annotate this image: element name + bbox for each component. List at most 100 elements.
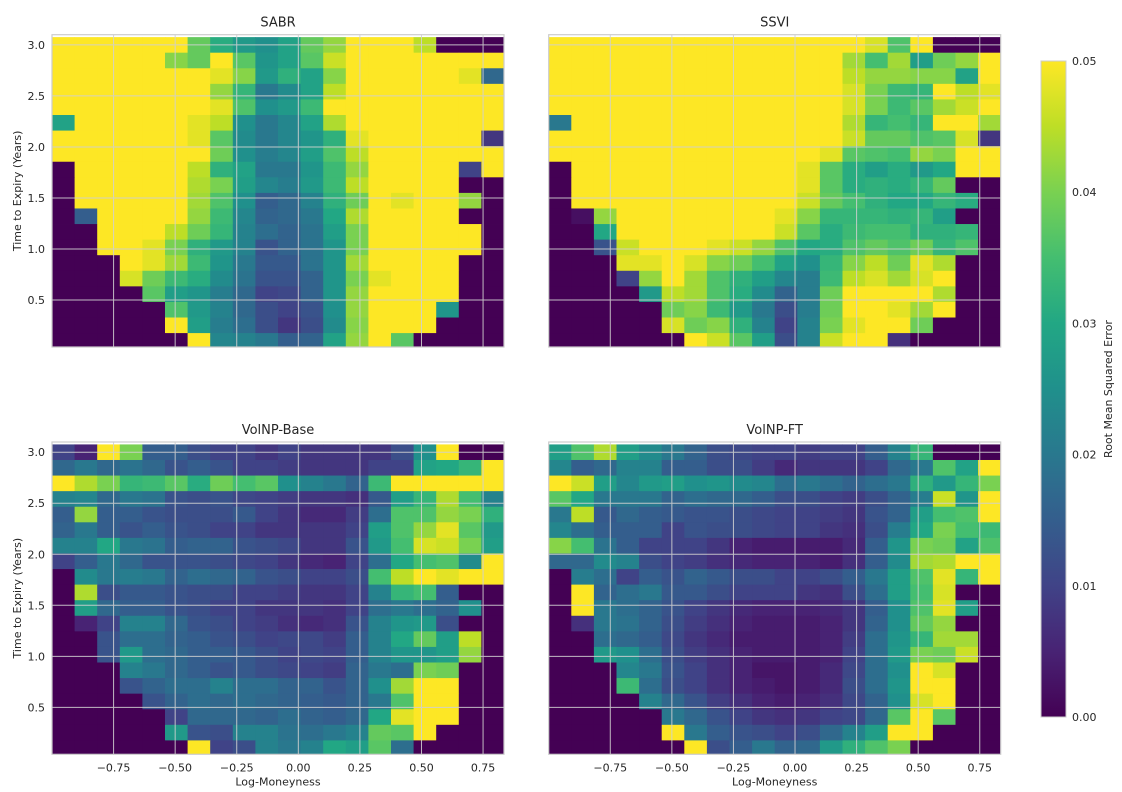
heatmap-cell: [413, 192, 437, 209]
heatmap-cell: [52, 224, 75, 241]
heatmap-cell: [616, 301, 640, 318]
heatmap-cell: [639, 615, 663, 632]
heatmap-cell: [571, 146, 595, 163]
heatmap-cell: [978, 709, 1001, 726]
heatmap-cell: [661, 646, 685, 663]
heatmap-cell: [910, 115, 934, 131]
heatmap-cell: [616, 177, 640, 194]
heatmap-cell: [119, 631, 143, 648]
heatmap-cell: [910, 459, 934, 476]
heatmap-cell: [278, 491, 301, 508]
heatmap-cell: [119, 537, 143, 554]
heatmap-cell: [797, 99, 821, 116]
heatmap-cell: [52, 646, 75, 663]
heatmap-cell: [481, 192, 504, 209]
heatmap-cell: [548, 475, 572, 492]
heatmap-cell: [255, 286, 279, 303]
heatmap-cell: [187, 208, 211, 225]
heatmap-cell: [300, 709, 324, 726]
heatmap-cell: [119, 646, 143, 663]
heatmap-cell: [593, 459, 617, 476]
heatmap-cell: [684, 491, 708, 508]
heatmap-cell: [639, 678, 663, 695]
heatmap-cell: [797, 709, 821, 726]
heatmap-cell: [910, 569, 934, 586]
heatmap-cell: [684, 615, 708, 632]
heatmap-cell: [142, 52, 166, 69]
heatmap-cell: [593, 208, 617, 225]
heatmap-cell: [865, 553, 889, 570]
heatmap-cell: [436, 192, 460, 209]
heatmap-cell: [865, 475, 889, 492]
heatmap-cell: [436, 459, 460, 476]
heatmap-cell: [548, 83, 572, 100]
heatmap-cell: [887, 491, 911, 508]
heatmap-cell: [887, 208, 911, 225]
heatmap-cell: [819, 615, 843, 632]
heatmap-cell: [345, 678, 369, 695]
heatmap-cell: [978, 208, 1001, 225]
heatmap-cell: [255, 52, 279, 69]
heatmap-cell: [706, 459, 730, 476]
heatmap-cell: [865, 537, 889, 554]
heatmap-cell: [616, 678, 640, 695]
heatmap-cell: [819, 631, 843, 648]
heatmap-cell: [910, 239, 934, 256]
heatmap-cell: [661, 724, 685, 741]
heatmap-cell: [300, 208, 324, 225]
heatmap-cell: [571, 475, 595, 492]
heatmap-cell: [323, 177, 347, 194]
heatmap-cell: [774, 662, 798, 679]
heatmap-cell: [932, 537, 956, 554]
heatmap-cell: [910, 177, 934, 194]
heatmap-cell: [706, 317, 730, 334]
heatmap-cell: [323, 537, 347, 554]
heatmap-cell: [368, 522, 392, 539]
heatmap-cell: [729, 192, 753, 209]
heatmap-cell: [661, 615, 685, 632]
heatmap-cell: [165, 740, 188, 755]
heatmap-cell: [842, 286, 866, 303]
heatmap-cells: [548, 37, 1001, 347]
heatmap-cell: [278, 333, 301, 347]
heatmap-cell: [278, 115, 301, 131]
heatmap-cell: [955, 255, 979, 272]
heatmap-cell: [165, 68, 188, 85]
heatmap-cell: [706, 740, 730, 755]
heatmap-cell: [278, 83, 301, 100]
heatmap-cell: [910, 475, 934, 492]
heatmap-cell: [955, 52, 979, 69]
heatmap-cell: [368, 537, 392, 554]
heatmap-cell: [323, 553, 347, 570]
heatmap-cell: [323, 631, 347, 648]
heatmap-cell: [819, 662, 843, 679]
heatmap-cell: [481, 270, 504, 287]
heatmap-cell: [887, 301, 911, 318]
heatmap-cell: [865, 115, 889, 131]
heatmap-cell: [255, 161, 279, 178]
heatmap-cell: [932, 506, 956, 523]
heatmap-cell: [210, 177, 234, 194]
heatmap-cell: [210, 459, 234, 476]
heatmap-cell: [142, 459, 166, 476]
heatmap-cell: [729, 740, 753, 755]
heatmap-cell: [797, 569, 821, 586]
heatmap-cell: [232, 208, 256, 225]
heatmap-cell: [616, 615, 640, 632]
heatmap-cell: [684, 459, 708, 476]
heatmap-cell: [413, 177, 437, 194]
heatmap-cell: [210, 224, 234, 241]
heatmap-cell: [52, 631, 75, 648]
heatmap-cell: [955, 709, 979, 726]
heatmap-cell: [187, 491, 211, 508]
heatmap-cell: [865, 286, 889, 303]
heatmap-cell: [187, 83, 211, 100]
heatmap-cell: [706, 662, 730, 679]
heatmap-cell: [142, 491, 166, 508]
heatmap-cell: [436, 115, 460, 131]
heatmap-cell: [932, 177, 956, 194]
heatmap-cell: [232, 270, 256, 287]
heatmap-cell: [616, 161, 640, 178]
heatmap-cell: [819, 724, 843, 741]
heatmap-cell: [910, 506, 934, 523]
